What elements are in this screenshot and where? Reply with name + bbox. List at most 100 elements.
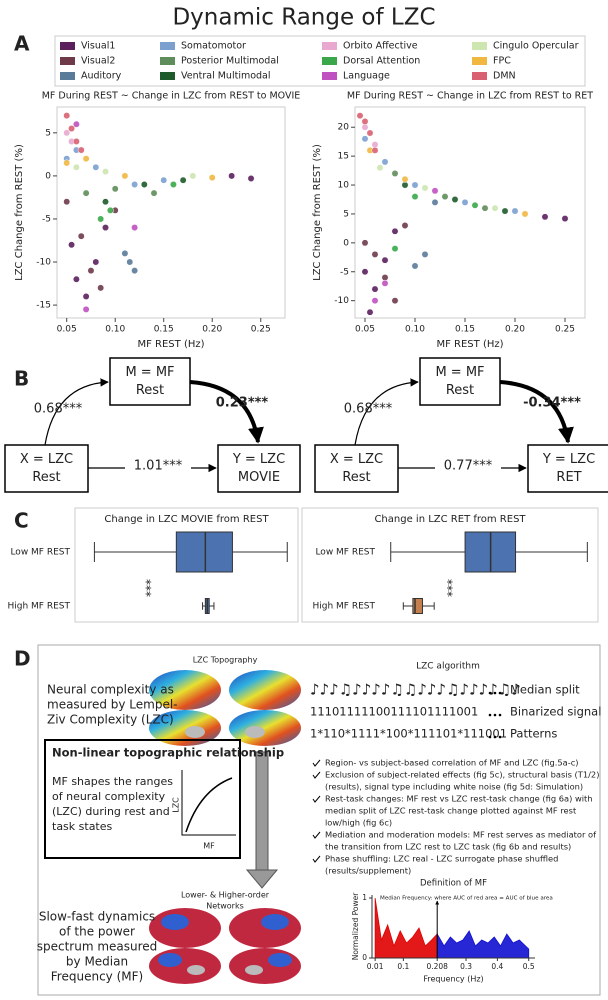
- scatter-point: [481, 204, 489, 212]
- significance: ***: [445, 579, 459, 597]
- category-label: Low MF REST: [10, 548, 70, 558]
- scatter-point: [361, 118, 369, 125]
- panel-label: C: [14, 509, 29, 533]
- plot-frame: [74, 507, 299, 623]
- scatter-point: [82, 305, 90, 313]
- scatter-point: [82, 293, 90, 300]
- x-axis-label: MF REST (Hz): [436, 339, 503, 350]
- scatter-point: [421, 184, 429, 192]
- x-tick-label: 0.1: [397, 962, 409, 971]
- label-bg: [435, 459, 501, 475]
- legend-label: DMN: [493, 71, 516, 82]
- legend-label: Visual1: [81, 41, 115, 52]
- dot: [488, 735, 492, 739]
- checklist-text: (results), signal type including white n…: [325, 782, 583, 792]
- scatter-point: [160, 176, 168, 184]
- y-axis-label: Normalized Power: [351, 892, 360, 961]
- scatter-point: [381, 158, 389, 166]
- legend-label: Orbito Affective: [343, 41, 418, 52]
- scatter-point: [63, 112, 71, 120]
- path-a: [44, 378, 109, 446]
- check-mark: [312, 771, 321, 779]
- scatter-point: [401, 181, 409, 189]
- checklist-text: median split of LZC rest-task change plo…: [325, 806, 577, 816]
- chart-title: Change in LZC MOVIE from REST: [104, 514, 269, 525]
- coefficient: -0.34***: [523, 396, 581, 411]
- legend-swatch: [472, 72, 487, 80]
- checklist-text: Phase shuffling: LZC real - LZC surrogat…: [325, 854, 558, 864]
- scatter-point: [491, 204, 499, 212]
- node-label: X = LZC: [20, 452, 73, 467]
- legend-label: Cingulo Opercular: [493, 41, 579, 52]
- algorithm-signal: 1*110*1111*100*111101*111001: [310, 727, 507, 741]
- body-text: task states: [52, 820, 113, 833]
- scatter-point: [401, 222, 409, 229]
- legend-swatch: [60, 42, 75, 50]
- checklist-text: (results/supplement): [325, 866, 411, 876]
- check-mark: [312, 855, 321, 863]
- node-label: Y = LZC: [542, 452, 595, 467]
- node-label: Rest: [446, 383, 474, 398]
- category-label: High MF REST: [8, 602, 71, 612]
- body-text: MF shapes the ranges: [52, 775, 173, 788]
- node-label: Rest: [342, 470, 370, 485]
- scatter-point: [92, 258, 100, 266]
- node-label: RET: [556, 470, 581, 485]
- x-tick-label: 0.208: [426, 962, 448, 971]
- scatter-point: [461, 198, 469, 206]
- scatter-point: [63, 198, 71, 206]
- algorithm-label: Patterns: [510, 727, 557, 741]
- scatter-point: [121, 172, 129, 180]
- dot: [498, 735, 502, 739]
- scatter-point: [541, 213, 549, 221]
- node-label: Rest: [32, 470, 60, 485]
- scatter-point: [68, 125, 76, 132]
- section-title: LZC algorithm: [416, 662, 480, 672]
- scatter-point: [169, 181, 177, 188]
- scatter-point: [102, 224, 109, 232]
- scatter-point: [361, 239, 369, 247]
- scatter-point: [121, 249, 129, 257]
- plot-frame: [301, 507, 599, 623]
- chart-title: Definition of MF: [420, 879, 487, 889]
- model-node: [527, 444, 608, 493]
- x-tick-label: 0.01: [367, 962, 384, 971]
- coefficient: 0.77***: [444, 459, 493, 474]
- body-text: by Median: [66, 955, 128, 969]
- node-label: M = MF: [125, 365, 174, 380]
- legend-label: Visual2: [81, 56, 115, 67]
- legend-label: Somatomotor: [181, 41, 246, 52]
- scatter-point: [87, 267, 95, 275]
- body-text: of the power: [59, 925, 135, 939]
- inset-chart: [181, 770, 236, 836]
- check-mark: [312, 831, 321, 839]
- dot: [488, 713, 492, 717]
- scatter-point: [381, 274, 389, 281]
- section-title: LZC Topography: [193, 656, 258, 665]
- path-a: [354, 378, 419, 446]
- scatter-point: [501, 207, 509, 215]
- chart-title: Change in LZC RET from REST: [374, 514, 526, 525]
- x-axis-label: MF REST (Hz): [137, 339, 204, 350]
- label-bg: [125, 459, 191, 475]
- scatter-point: [131, 267, 139, 275]
- check-mark: [312, 759, 321, 767]
- y-axis-label: LZC Change from REST (%): [14, 144, 25, 281]
- scatter-point: [150, 189, 158, 197]
- scatter-point: [371, 250, 379, 258]
- flow-arrow: [245, 751, 279, 889]
- scatter-point: [111, 185, 119, 193]
- scatter-point: [356, 112, 364, 120]
- checklist-text: the transition from LZC rest to LZC task…: [325, 842, 571, 852]
- model-node: [4, 444, 89, 493]
- scatter-point: [391, 297, 399, 305]
- scatter-point: [411, 262, 419, 270]
- chart-title: MF During REST ~ Change in LZC from REST…: [347, 91, 593, 102]
- x-tick-label: 0.15: [154, 325, 174, 335]
- checklist-text: Exclusion of subject-related effects (fi…: [325, 770, 599, 780]
- legend-label: Language: [343, 71, 390, 82]
- model-node: [419, 357, 501, 406]
- panel-d-frame: [37, 644, 601, 996]
- x-tick-label: 0.4: [491, 962, 503, 971]
